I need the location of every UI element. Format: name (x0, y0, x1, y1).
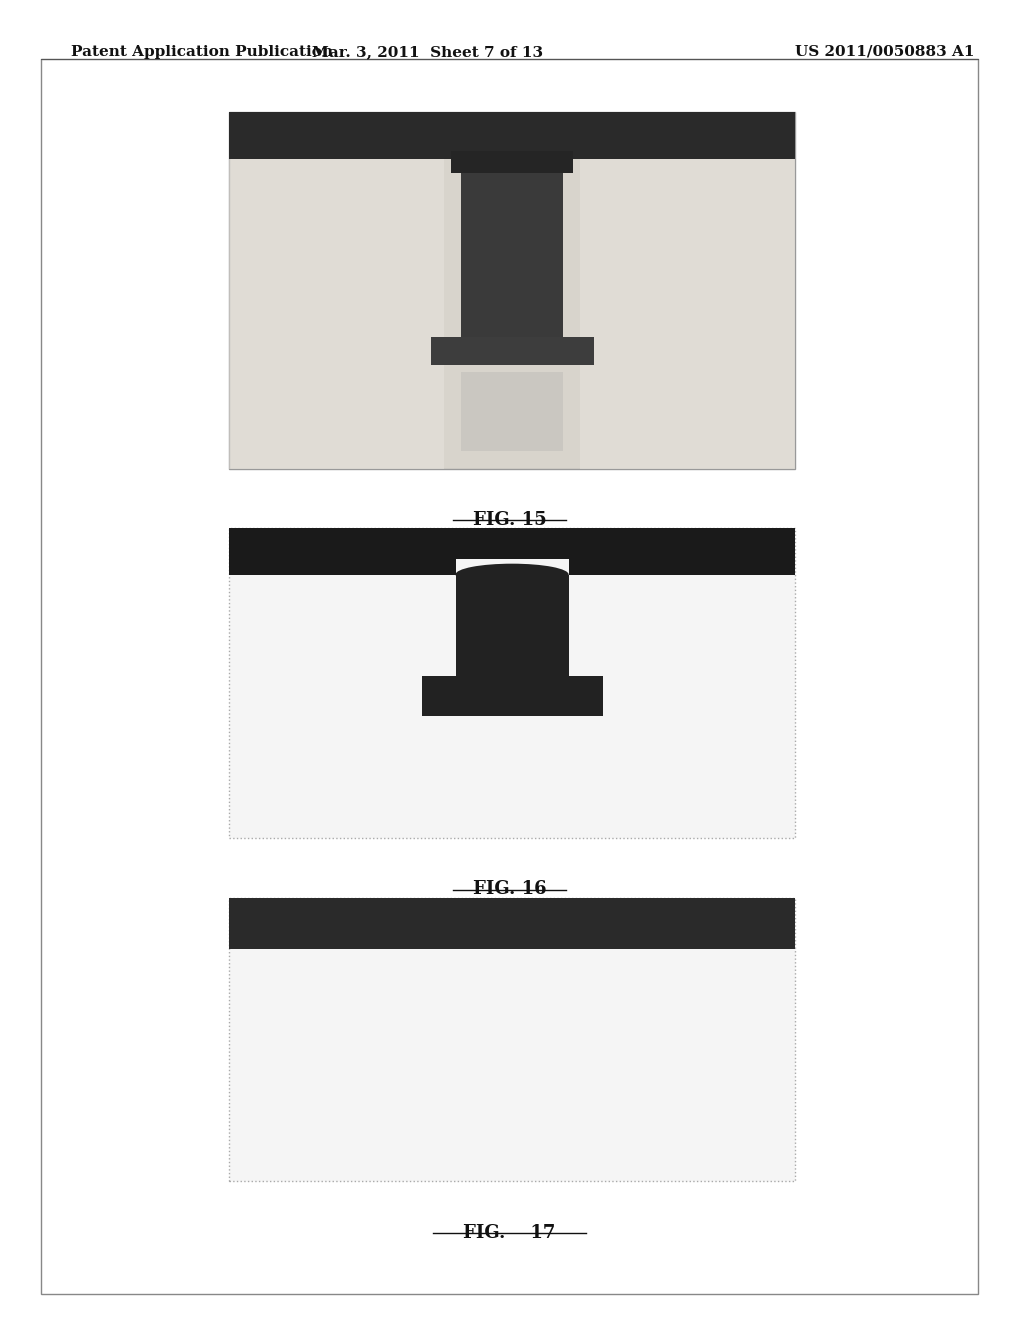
Bar (229, 528, 795, 574)
Bar (456, 560, 568, 574)
Bar (229, 112, 795, 158)
Bar (461, 158, 563, 351)
Ellipse shape (456, 564, 568, 585)
Bar (580, 158, 795, 469)
Text: FIG. 16: FIG. 16 (473, 880, 547, 899)
Bar (451, 152, 573, 173)
Text: US 2011/0050883 A1: US 2011/0050883 A1 (795, 45, 975, 59)
Bar (229, 898, 795, 949)
Bar (431, 337, 594, 366)
Bar (229, 528, 795, 838)
Bar (229, 112, 795, 469)
Text: Patent Application Publication: Patent Application Publication (72, 45, 334, 59)
Bar (229, 898, 795, 1181)
Bar (422, 676, 602, 715)
Bar (456, 574, 568, 708)
Text: FIG.    17: FIG. 17 (463, 1224, 556, 1242)
Bar (229, 158, 444, 469)
Text: FIG. 15: FIG. 15 (473, 511, 547, 529)
Text: Mar. 3, 2011  Sheet 7 of 13: Mar. 3, 2011 Sheet 7 of 13 (312, 45, 544, 59)
Bar (461, 372, 563, 451)
